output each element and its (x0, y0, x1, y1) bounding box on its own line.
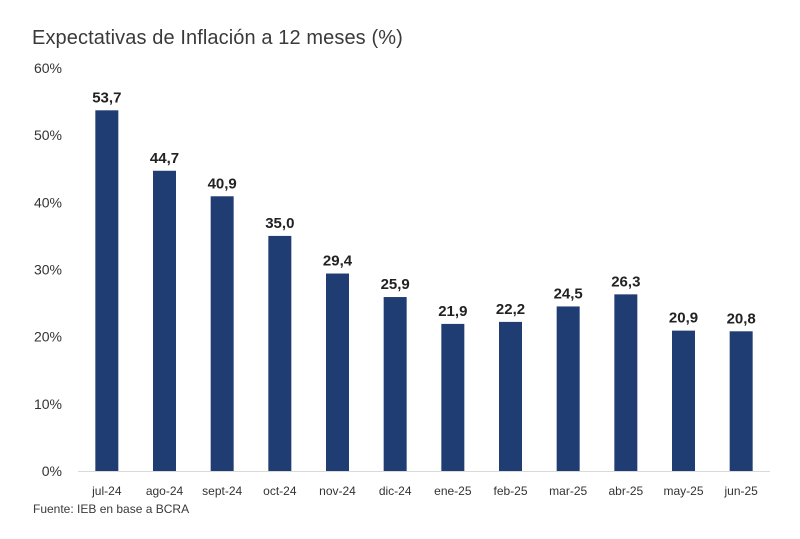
bar (326, 273, 349, 471)
x-tick-label: nov-24 (319, 484, 356, 498)
data-label: 44,7 (150, 150, 179, 167)
bar (672, 330, 695, 471)
data-labels-group: 53,7 44,7 40,9 35,0 29,4 25,9 21,9 22,2 24,5 26,3… (92, 89, 756, 327)
y-tick-label: 10% (34, 396, 62, 412)
bar (556, 306, 580, 471)
bar (441, 323, 465, 471)
data-label: 35,0 (265, 215, 294, 232)
bar (729, 331, 753, 471)
x-tick-label: feb-25 (493, 484, 527, 498)
bar (153, 170, 176, 471)
bar (210, 196, 234, 471)
data-label: 29,4 (323, 253, 353, 270)
x-tick-label: mar-25 (549, 484, 587, 498)
data-label: 20,9 (669, 310, 698, 327)
x-axis-labels: jul-24 ago-24 sept-24 oct-24 nov-24 dic-24 ene… (91, 484, 758, 498)
data-label: 25,9 (381, 276, 410, 293)
x-tick-label: sept-24 (202, 484, 242, 498)
chart-source-note: Fuente: IEB en base a BCRA (33, 502, 190, 516)
x-tick-label: oct-24 (263, 484, 297, 498)
y-tick-label: 20% (34, 329, 62, 345)
x-tick-label: abr-25 (608, 484, 643, 498)
y-tick-label: 40% (34, 194, 62, 210)
data-label: 53,7 (92, 89, 121, 106)
chart-title: Expectativas de Inflación a 12 meses (%) (32, 27, 403, 49)
data-label: 24,5 (554, 285, 583, 302)
y-tick-label: 50% (34, 127, 62, 143)
x-tick-label: ago-24 (146, 484, 184, 498)
data-label: 22,2 (496, 301, 525, 318)
x-tick-label: ene-25 (434, 484, 472, 498)
data-label: 20,8 (727, 310, 756, 327)
x-tick-label: jul-24 (91, 484, 122, 498)
data-label: 26,3 (611, 273, 640, 290)
y-axis-ticks: 0% 10% 20% 30% 40% 50% 60% (34, 60, 62, 479)
data-label: 21,9 (438, 303, 467, 320)
bar (268, 235, 292, 471)
bar (614, 294, 638, 471)
data-label: 40,9 (208, 175, 237, 192)
y-tick-label: 30% (34, 262, 62, 278)
x-tick-label: dic-24 (379, 484, 412, 498)
bar (95, 110, 119, 471)
bar (383, 297, 407, 471)
y-tick-label: 0% (42, 463, 62, 479)
bar (499, 321, 522, 471)
bars-group (95, 110, 753, 471)
x-tick-label: may-25 (663, 484, 703, 498)
x-tick-label: jun-25 (723, 484, 758, 498)
y-tick-label: 60% (34, 60, 62, 76)
